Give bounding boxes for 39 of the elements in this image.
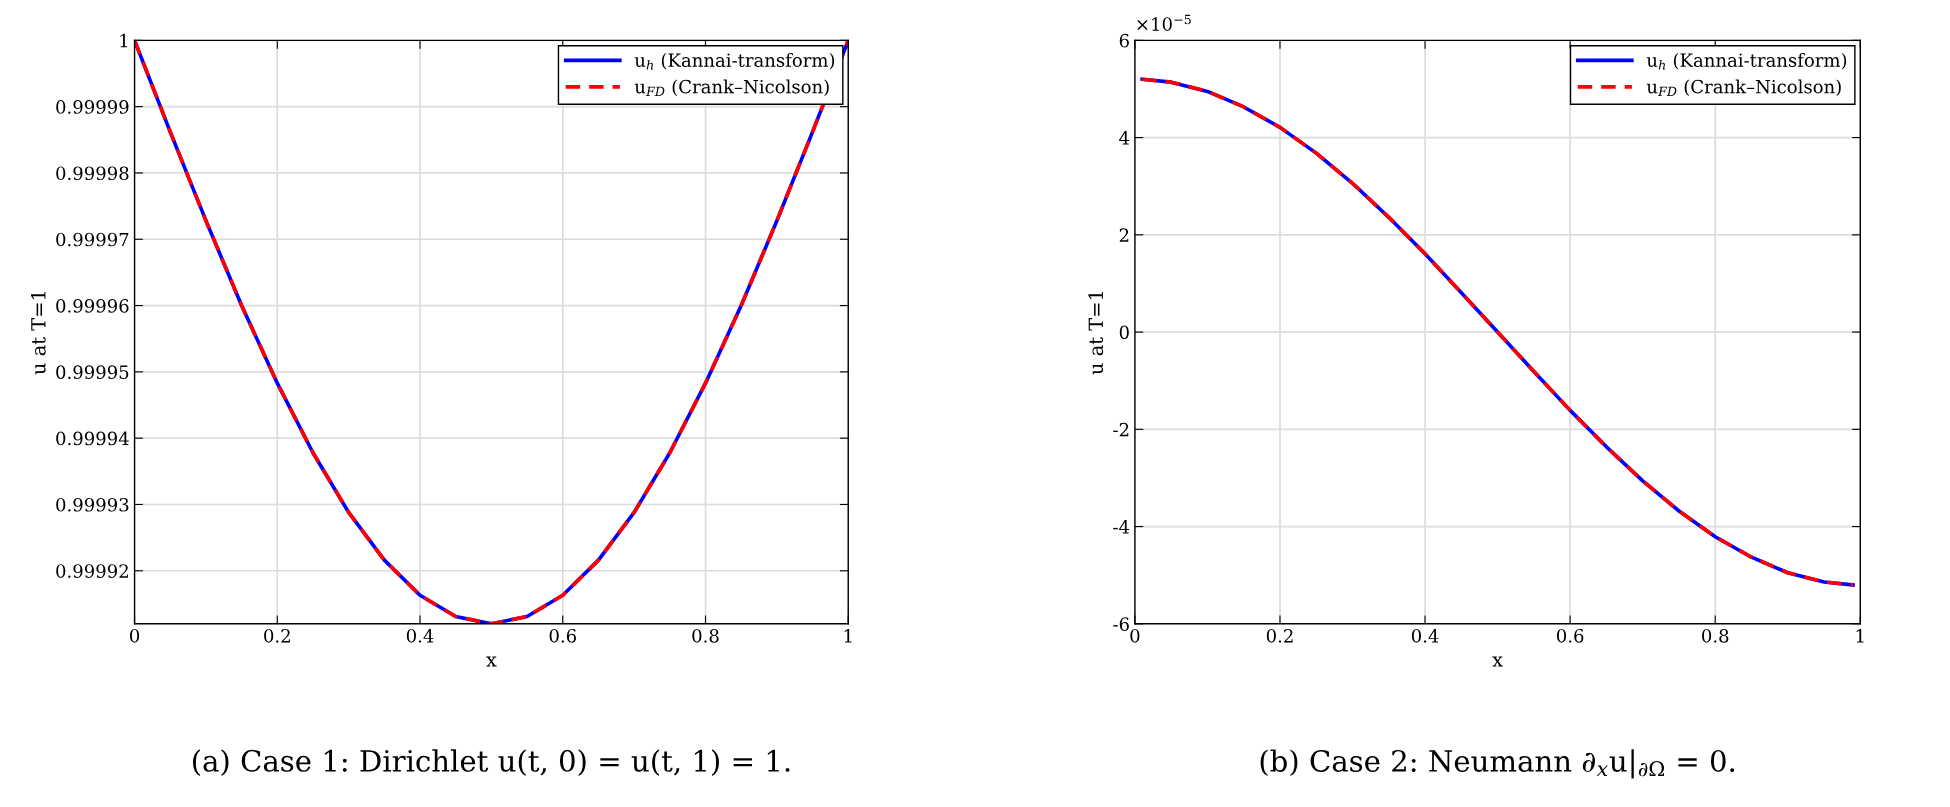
y-axis-title: u at T=1 <box>1088 291 1104 375</box>
y-tick-label: 0.99993 <box>56 497 129 512</box>
x-tick-label: 0.4 <box>1411 628 1439 643</box>
x-tick-label: 0.2 <box>1266 628 1293 643</box>
y-tick-label: 0.99997 <box>56 232 129 247</box>
x-tick-label: 0.4 <box>406 628 434 643</box>
x-tick-label: 1 <box>844 628 852 643</box>
x-tick-label: 0.6 <box>549 628 576 643</box>
y-tick-label: 0.99995 <box>56 365 129 379</box>
y-axis-title: u at T=1 <box>30 291 46 375</box>
x-tick-label: 0 <box>130 628 140 643</box>
y-tick-label: -6 <box>1113 617 1129 631</box>
y-tick-label: 4 <box>1119 131 1130 145</box>
text: ×10$^{−5}$ <box>1137 14 1191 31</box>
y-tick-label: -2 <box>1113 422 1129 437</box>
y-tick-label: 0 <box>1119 325 1129 340</box>
x-tick-label: 0.2 <box>264 628 290 643</box>
x-tick-label: 0.8 <box>1702 628 1729 643</box>
x-tick-label: 0.6 <box>1556 628 1584 643</box>
legend-label: u$_{FD}$ (Crank–Nicolson) <box>1646 79 1841 97</box>
x-axis-title: x <box>1492 656 1503 667</box>
y-tick-label: -4 <box>1113 520 1130 534</box>
y-tick-label: 0.99996 <box>56 299 129 313</box>
y-tick-label: 1 <box>120 33 128 48</box>
y-tick-label: 0.99998 <box>56 166 129 181</box>
y-tick-label: 0.99999 <box>56 100 129 114</box>
x-tick-label: 0 <box>1130 628 1140 643</box>
x-tick-label: 0.8 <box>692 628 719 643</box>
legend-label: u$_{h}$ (Kannai-transform) <box>1646 52 1847 70</box>
y-tick-label: 2 <box>1119 228 1129 242</box>
x-axis-title: x <box>486 656 497 667</box>
text: (a) Case 1: Dirichlet u(t, 0) = u(t, 1) = 1. <box>192 749 790 776</box>
y-tick-label: 0.99994 <box>56 431 129 446</box>
x-tick-label: 1 <box>1856 628 1864 643</box>
legend-label: u$_{FD}$ (Crank–Nicolson) <box>634 79 829 97</box>
legend-label: u$_{h}$ (Kannai-transform) <box>634 52 835 70</box>
y-tick-label: 0.99992 <box>56 564 128 578</box>
text: (b) Case 2: Neumann ∂$_{x}$u|$_{∂Ω}$ = 0. <box>1260 749 1735 779</box>
y-tick-label: 6 <box>1119 33 1129 48</box>
